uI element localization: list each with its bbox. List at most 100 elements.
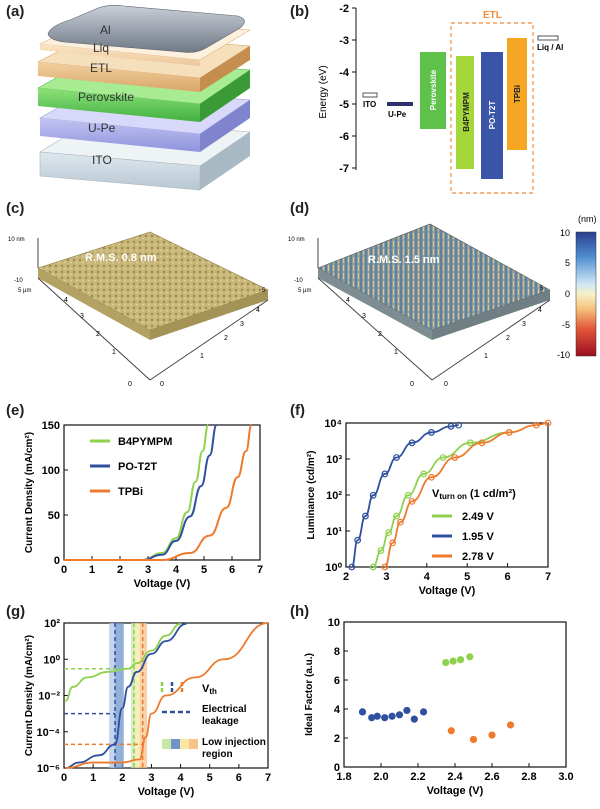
plot-frame (343, 621, 567, 768)
y-tick-label: 10⁻⁴ (37, 727, 60, 739)
panel-label-c: (c) (6, 200, 25, 217)
x-tick-label: 6 (229, 564, 235, 576)
data-point (369, 491, 377, 499)
y-axis-label: Current Density (mA/cm²) (24, 635, 35, 756)
x-tick-label: 2.2 (410, 771, 425, 783)
b4pympm-band-label: B4PYMPM (462, 92, 471, 132)
data-point (408, 497, 416, 505)
y-tick-label: 10² (44, 618, 60, 630)
liq-al-label: Liq / Al (537, 43, 563, 52)
data-point (369, 563, 377, 571)
y-tick-label: 100 (42, 465, 60, 477)
scatter-point (442, 659, 450, 667)
energy-tick-label: -3 (339, 35, 349, 47)
y-tick-label: 10⁴ (324, 418, 342, 430)
legend-label: 2.49 V (462, 511, 494, 523)
data-point (455, 421, 463, 429)
x-tick-label: 5 (464, 571, 470, 583)
scatter-point (506, 721, 515, 729)
scatter-point (488, 731, 496, 739)
panel-label-e: (e) (6, 402, 25, 419)
scatter-point (469, 735, 478, 744)
scatter-point (381, 714, 389, 722)
data-point (389, 539, 397, 547)
energy-level-diagram: -2 -3 -4 -5 -6 -7 Energy (eV) ETL ITO U-Pe Pe… (318, 3, 563, 194)
x-tick-label: 6 (236, 772, 242, 784)
data-point (447, 422, 455, 430)
energy-tick-label: -5 (339, 99, 349, 111)
afm-d-x-tick-0: 0 (444, 381, 448, 388)
afm-d-x-tick-5: 5 µm (298, 288, 311, 294)
height-colorbar: (nm) 10 5 0 -5 -10 (557, 214, 597, 360)
x-tick-label: 5 (201, 564, 207, 576)
afm-d-y-tick-0: 0 (410, 381, 414, 388)
legend-low-label: Low injection (202, 737, 266, 748)
device-stack-diagram: Al Liq ETL Perovskite U-Pe ITO (36, 5, 251, 191)
afm-c-y-tick-5: 5 (262, 288, 266, 294)
layer-liq-label: Liq (93, 41, 109, 55)
scatter-point (456, 656, 465, 664)
x-tick-label: 6 (505, 571, 511, 583)
chart-g: 0 1 2 3 4 5 6 7 10⁻⁶ 10⁻⁴ 10⁻² 10⁰ 10² Voltage (V) Cur… (24, 618, 271, 798)
afm-d-x-tick-3: 3 (522, 321, 526, 328)
data-point (381, 563, 389, 571)
x-tick-label: 3 (145, 564, 151, 576)
y-tick-label: 4 (334, 704, 341, 716)
data-point (348, 563, 356, 571)
data-point (428, 429, 435, 436)
legend-low-swatch (171, 739, 180, 749)
legend-vth-sub: th (209, 687, 217, 696)
x-tick-label: 0 (61, 564, 67, 576)
x-tick-label: 4 (424, 571, 431, 583)
legend-vth-label: Vth (202, 683, 217, 696)
x-tick-label: 2 (119, 772, 125, 784)
upe-level-label: U-Pe (388, 110, 407, 119)
chart-h: 1.8 2.0 2.2 2.4 2.6 2.8 3.0 0 2 4 6 8 10 Voltage (V) I… (304, 617, 574, 797)
afm-c-x-tick-2: 2 (224, 335, 228, 342)
layer-etl-label: ETL (90, 61, 112, 75)
layer-ito-label: ITO (92, 153, 112, 167)
series-line-2-78-v (383, 422, 549, 568)
x-tick-label: 0 (61, 772, 67, 784)
data-point (478, 439, 486, 447)
afm-c-x-tick-4: 4 (256, 307, 260, 314)
x-tick-label: 2.4 (447, 771, 463, 783)
y-axis-label: Ideal Factor (a.u.) (304, 653, 315, 736)
energy-axis-ticks: -2 -3 -4 -5 -6 -7 (339, 3, 356, 175)
x-tick-label: 2.6 (484, 771, 499, 783)
legend-title: Vturn on (1 cd/m²) (432, 488, 516, 501)
upe-level (387, 102, 413, 106)
data-point (451, 454, 459, 461)
legend-low-swatch (162, 739, 171, 749)
scatter-point (373, 712, 381, 720)
y-tick-label: 8 (334, 646, 340, 658)
x-tick-label: 3 (148, 772, 154, 784)
scatter-point (449, 657, 457, 665)
afm-d-y-tick-5: 5 (540, 286, 544, 292)
legend-leak-label: leakage (202, 716, 239, 727)
series-line-tpbi (64, 424, 253, 562)
y-axis-label: Luminance (cd/m²) (306, 451, 317, 540)
afm-c-z-top: 10 nm (8, 237, 25, 243)
x-tick-label: 4 (178, 772, 185, 784)
afm-c-x-tick-0: 0 (160, 381, 164, 388)
y-tick-label: 0 (334, 762, 340, 774)
scatter-point (410, 715, 418, 723)
data-point (408, 439, 416, 447)
data-point (428, 473, 435, 481)
legend-label: PO-T2T (118, 461, 157, 473)
afm-c-x-tick-1: 1 (200, 353, 204, 360)
series-line-1-95-v (350, 424, 459, 568)
series-line-2-49-v (372, 431, 510, 568)
pot2t-band-label: PO-T2T (488, 101, 497, 130)
y-tick-label: 10³ (326, 454, 342, 466)
y-tick-label: 10⁰ (43, 654, 60, 666)
x-tick-label: 7 (545, 571, 551, 583)
x-tick-label: 2.0 (373, 771, 388, 783)
colorbar-unit: (nm) (578, 214, 597, 224)
afm-images: R.M.S. 0.8 nm 10 nm -10 5 µm 4 3 2 1 0 0… (8, 214, 597, 388)
afm-c-z-bot: -10 (14, 278, 23, 284)
x-axis-label: Voltage (V) (419, 585, 476, 597)
y-tick-label: 0 (54, 555, 60, 567)
